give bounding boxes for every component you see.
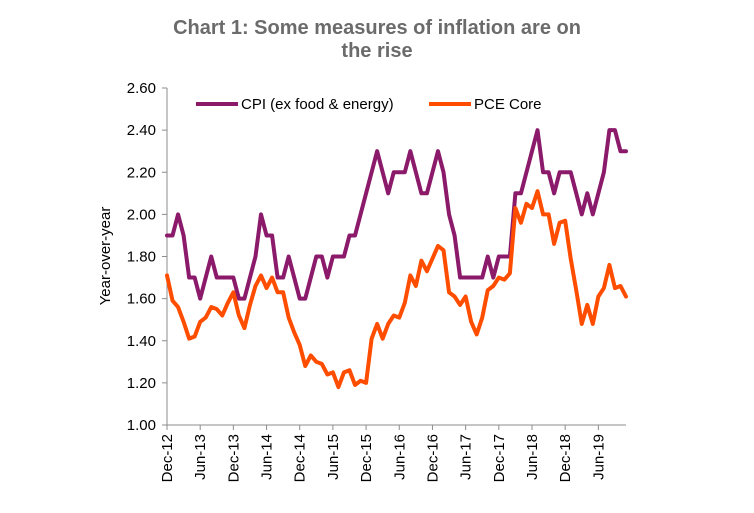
y-tick-label: 1.20 xyxy=(127,375,156,392)
chart-title-line-2: the rise xyxy=(341,40,413,62)
pce-core-series-line xyxy=(165,189,628,390)
y-axis: 2.60 2.40 2.20 2.00 1.80 1.60 1.40 1.20 1.00 xyxy=(127,80,168,434)
y-tick-label: 2.40 xyxy=(127,122,156,139)
legend: CPI (ex food & energy) PCE Core xyxy=(196,96,542,113)
x-tick-label: Dec-12 xyxy=(159,434,176,482)
y-tick-label: 1.40 xyxy=(127,333,156,350)
x-tick-label: Jun-17 xyxy=(458,434,475,480)
y-tick-label: 1.60 xyxy=(127,291,156,308)
y-tick-label: 1.00 xyxy=(127,417,156,434)
x-tick-label: Dec-13 xyxy=(225,434,242,482)
x-tick-label: Jun-18 xyxy=(524,434,541,480)
chart-title: Chart 1: Some measures of inflation are … xyxy=(0,17,754,63)
series-lines xyxy=(165,128,628,390)
y-tick-label: 2.60 xyxy=(127,80,156,97)
y-tick-label: 1.80 xyxy=(127,249,156,266)
y-axis-label: Year-over-year xyxy=(97,207,114,306)
y-tick-label: 2.20 xyxy=(127,164,156,181)
chart-title-line-1: Chart 1: Some measures of inflation are … xyxy=(173,17,581,39)
x-tick-label: Jun-14 xyxy=(259,434,276,480)
x-tick-label: Dec-18 xyxy=(557,434,574,482)
x-tick-label: Dec-17 xyxy=(491,434,508,482)
x-tick-label: Dec-15 xyxy=(358,434,375,482)
x-tick-label: Dec-16 xyxy=(424,434,441,482)
x-tick-label: Jun-15 xyxy=(325,434,342,480)
legend-cpi-label: CPI (ex food & energy) xyxy=(241,96,394,113)
cpi-series-line xyxy=(165,128,628,301)
x-axis: Dec-12 Jun-13 Dec-13 Jun-14 Dec-14 Jun-15 Dec-… xyxy=(159,424,626,482)
x-tick-label: Jun-16 xyxy=(391,434,408,480)
legend-pce-label: PCE Core xyxy=(474,96,542,113)
x-tick-label: Jun-13 xyxy=(192,434,209,480)
y-tick-label: 2.00 xyxy=(127,206,156,223)
x-tick-label: Dec-14 xyxy=(292,434,309,482)
x-tick-label: Jun-19 xyxy=(590,434,607,480)
